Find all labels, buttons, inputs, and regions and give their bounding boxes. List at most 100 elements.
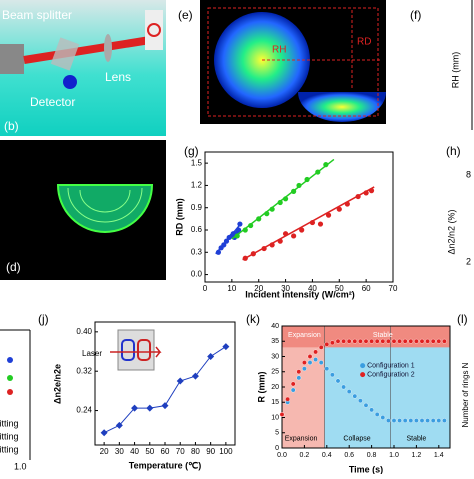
marker: [336, 206, 342, 212]
x-tick-label: 20: [254, 284, 263, 293]
marker: [346, 338, 352, 344]
marker: [277, 199, 283, 206]
marker: [413, 418, 419, 423]
marker: [402, 338, 408, 344]
marker: [419, 418, 425, 423]
marker: [282, 231, 289, 237]
marker: [207, 352, 215, 360]
marker: [352, 393, 358, 399]
marker: [355, 193, 361, 200]
y-axis-label: Δn2e/n2e: [52, 364, 62, 404]
y-tick-label: 40: [271, 323, 279, 330]
x-tick-label: 40: [130, 447, 139, 456]
panel-label: (e): [178, 8, 193, 22]
marker: [317, 221, 324, 227]
marker: [329, 340, 335, 346]
x-tick-label: 1.4: [434, 452, 444, 459]
y-tick-label: 1.5: [191, 158, 203, 167]
marker: [176, 377, 184, 385]
legend-marker: [360, 363, 366, 369]
axis-label: Number of rings N: [461, 362, 470, 427]
y-tick-label: 0: [275, 445, 279, 452]
label: RH: [272, 45, 286, 56]
x-tick-label: 90: [206, 447, 215, 456]
x-tick-label: 40: [308, 284, 317, 293]
y-axis-label: RD (mm): [174, 198, 184, 236]
laser-box: [0, 44, 24, 74]
marker: [385, 418, 391, 423]
marker: [380, 338, 386, 344]
legend-text: Configuration 1: [367, 362, 415, 369]
marker: [161, 402, 169, 410]
x-tick-label: 10: [227, 284, 236, 293]
y-tick-label: 25: [271, 369, 279, 376]
tick-label: 1.0: [14, 461, 27, 471]
marker: [222, 343, 230, 351]
marker: [357, 338, 363, 344]
y-tick-label: 0.24: [76, 406, 92, 415]
marker: [237, 221, 243, 227]
panel-label: (h): [446, 144, 461, 158]
marker: [441, 338, 447, 344]
marker: [215, 249, 222, 255]
y-tick-label: 0.40: [76, 327, 92, 336]
annotation: Stable: [406, 436, 426, 443]
y-tick-label: 30: [271, 353, 279, 360]
x-tick-label: 100: [219, 447, 233, 456]
y-tick-label: 35: [271, 338, 279, 345]
marker: [309, 219, 316, 226]
marker: [235, 227, 242, 233]
marker: [385, 338, 391, 344]
marker: [269, 206, 275, 212]
x-tick-label: 1.2: [412, 452, 422, 459]
x-tick-label: 1.0: [389, 452, 399, 459]
marker: [269, 242, 275, 248]
x-tick-label: 0.0: [277, 452, 287, 459]
marker: [344, 201, 350, 207]
marker: [402, 418, 408, 423]
panel-label: (l): [457, 312, 468, 326]
marker: [250, 251, 256, 257]
x-tick-label: 0: [203, 284, 208, 293]
marker: [7, 375, 13, 381]
marker: [352, 338, 358, 344]
x-tick-label: 50: [335, 284, 344, 293]
annotation: Collapse: [343, 436, 370, 443]
marker: [324, 341, 330, 347]
inset: [117, 329, 155, 371]
marker: [430, 338, 436, 344]
marker: [369, 407, 374, 413]
marker: [374, 338, 380, 344]
marker: [357, 398, 363, 404]
marker: [301, 360, 307, 365]
marker: [413, 338, 419, 344]
marker: [318, 344, 324, 350]
marker: [299, 227, 305, 233]
marker: [323, 162, 329, 168]
marker: [419, 338, 425, 344]
marker: [313, 349, 318, 355]
marker: [436, 338, 442, 344]
marker: [285, 396, 290, 402]
marker: [307, 360, 313, 365]
y-tick-label: 0.6: [191, 225, 203, 234]
marker: [425, 418, 430, 423]
marker: [307, 354, 313, 359]
tick-label: 8: [466, 169, 471, 179]
y-axis-label: R (mm): [256, 371, 266, 402]
marker: [242, 227, 248, 233]
marker: [380, 415, 386, 420]
marker: [369, 338, 374, 344]
marker: [368, 188, 375, 194]
label: Lens: [105, 70, 131, 84]
y-tick-label: 0.3: [191, 247, 203, 256]
screen-target: [147, 23, 161, 37]
marker: [290, 387, 296, 393]
annotation: Laser: [82, 349, 102, 358]
marker: [304, 176, 310, 183]
marker: [408, 418, 414, 423]
marker: [315, 169, 321, 175]
panel-label: (k): [246, 312, 260, 326]
y-tick-label: 0.0: [191, 270, 203, 279]
